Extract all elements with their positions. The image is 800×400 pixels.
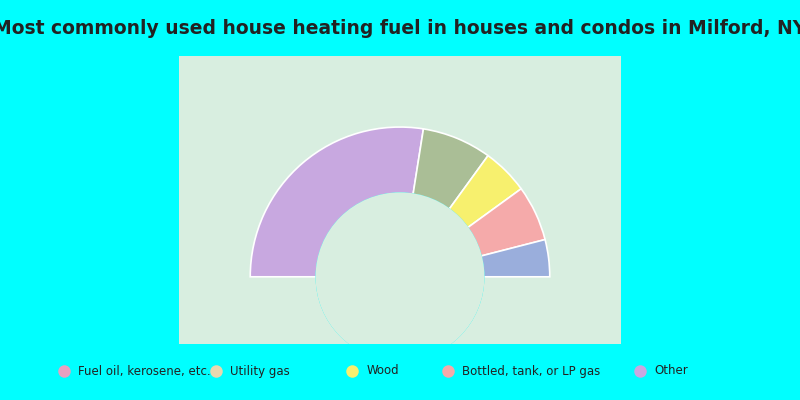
Text: Most commonly used house heating fuel in houses and condos in Milford, NY: Most commonly used house heating fuel in… (0, 20, 800, 38)
Polygon shape (179, 56, 621, 344)
Wedge shape (400, 129, 488, 277)
Circle shape (315, 192, 485, 361)
Wedge shape (250, 127, 423, 277)
Text: Fuel oil, kerosene, etc.: Fuel oil, kerosene, etc. (78, 364, 211, 378)
Text: Wood: Wood (366, 364, 399, 378)
Text: Utility gas: Utility gas (230, 364, 290, 378)
Text: Bottled, tank, or LP gas: Bottled, tank, or LP gas (462, 364, 601, 378)
Text: Other: Other (654, 364, 688, 378)
Circle shape (315, 192, 485, 361)
Wedge shape (400, 189, 545, 277)
Wedge shape (400, 240, 550, 277)
Wedge shape (400, 156, 521, 277)
